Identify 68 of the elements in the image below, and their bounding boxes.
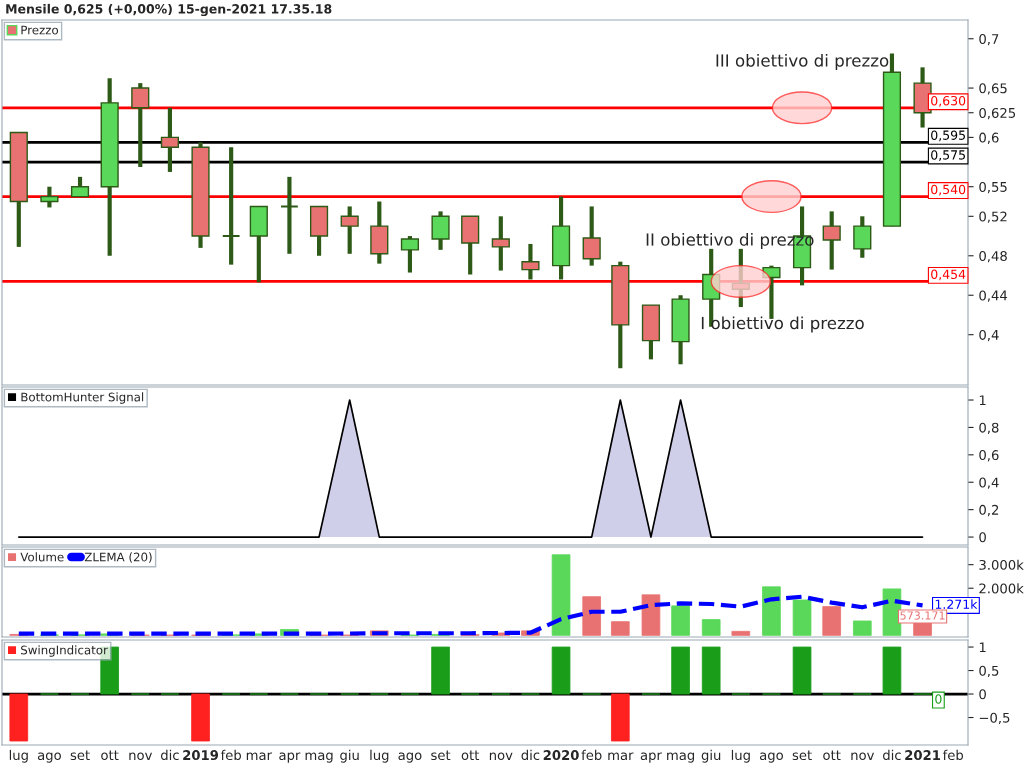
x-tick-label: 2020 (543, 750, 579, 761)
y-tick-label: 3.000k (979, 559, 1024, 570)
chart-title: Mensile 0,625 (+0,00%) 15-gen-2021 17.35.18 (6, 3, 332, 17)
ref-line-label: 0,454 (931, 269, 966, 281)
y-tick-label: 0,55 (979, 181, 1007, 194)
legend-label: Prezzo (21, 25, 59, 35)
y-tick-label: 0,65 (979, 83, 1007, 95)
y-tick-label: 0,4 (979, 477, 999, 489)
y-tick-label: 0 (979, 689, 986, 700)
x-tick-label: set (70, 750, 90, 761)
ref-line-label: 0,575 (931, 150, 965, 161)
y-tick-label: 0,2 (979, 504, 999, 517)
x-tick-label: feb (581, 749, 602, 761)
y-tick-label: 1 (979, 395, 986, 406)
x-tick-label: dic (160, 749, 179, 761)
ref-line-label: 0,540 (931, 184, 966, 196)
x-tick-label: lug (731, 749, 750, 763)
y-tick-label: 0 (979, 532, 986, 543)
y-tick-label: 0,5 (979, 665, 999, 678)
x-tick-label: mar (246, 752, 272, 761)
legend-label: ZLEMA (20) (84, 552, 152, 563)
x-tick-label: dic (521, 749, 540, 761)
x-tick-label: mag (667, 752, 695, 763)
x-tick-label: nov (489, 752, 513, 761)
x-tick-label: ago (398, 752, 422, 763)
x-tick-label: apr (279, 752, 301, 763)
y-tick-label: 0,44 (979, 290, 1008, 302)
y-tick-label: 0,625 (979, 107, 1016, 120)
y-tick-label: 0,48 (979, 250, 1007, 263)
x-tick-label: set (431, 750, 451, 761)
legend-label: BottomHunter Signal (21, 392, 144, 404)
y-tick-label: 0,6 (979, 450, 999, 462)
x-tick-label: 2021 (905, 750, 941, 761)
x-tick-label: mag (305, 752, 333, 763)
x-tick-label: giu (701, 749, 721, 763)
x-tick-label: lug (370, 749, 389, 763)
y-tick-label: 0,8 (979, 422, 999, 434)
annotation: III obiettivo di prezzo (716, 53, 889, 71)
ref-line-label: 0,595 (931, 130, 965, 142)
y-tick-label: 0,52 (979, 211, 1007, 223)
x-tick-label: feb (220, 749, 241, 761)
x-tick-label: lug (9, 749, 28, 763)
data-label: 573.171 (900, 611, 945, 620)
x-tick-label: nov (851, 752, 875, 761)
x-tick-label: giu (340, 749, 359, 763)
x-tick-label: ago (759, 752, 783, 763)
x-tick-label: feb (942, 749, 964, 761)
legend-label: Volume (20, 552, 64, 562)
y-tick-label: −0,5 (979, 712, 1010, 725)
x-tick-label: apr (640, 752, 662, 763)
x-tick-label: mar (608, 752, 634, 761)
y-tick-label: 2.000k (979, 583, 1024, 594)
x-tick-label: ago (37, 752, 61, 763)
data-label: 0 (935, 694, 942, 704)
x-tick-label: dic (883, 749, 901, 761)
y-tick-label: 0,4 (979, 329, 999, 342)
x-tick-label: set (792, 750, 812, 761)
x-tick-label: nov (129, 752, 153, 761)
x-tick-label: ott (101, 750, 119, 761)
ref-line-label: 0,630 (931, 95, 966, 107)
y-tick-label: 0,7 (979, 33, 999, 46)
x-tick-label: ott (823, 750, 841, 761)
x-tick-label: 2019 (183, 750, 219, 761)
legend-label: SwingIndicator (21, 645, 108, 657)
data-label: 1.271k (935, 599, 978, 609)
x-tick-label: ott (461, 750, 480, 761)
y-tick-label: 1 (979, 642, 986, 653)
y-tick-label: 0,6 (979, 132, 999, 144)
